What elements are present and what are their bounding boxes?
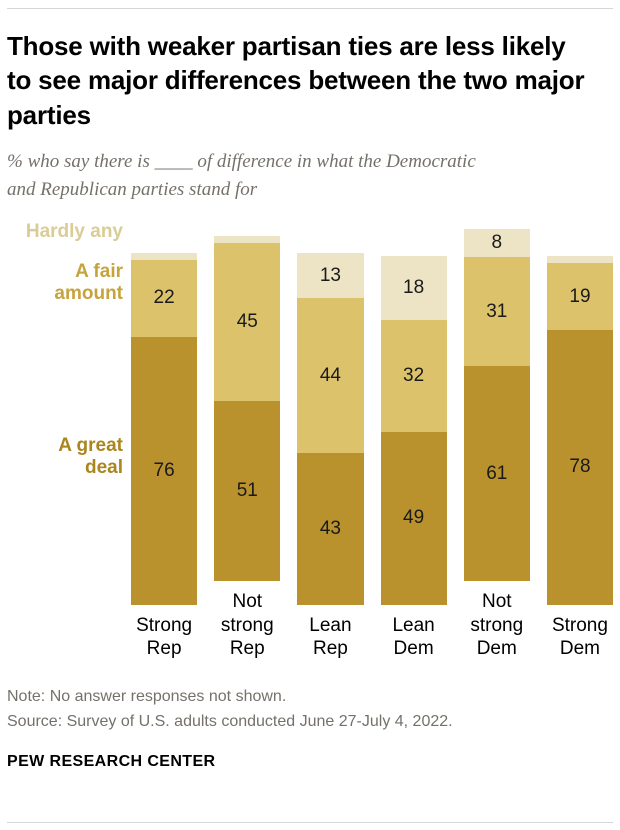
page-title: Those with weaker partisan ties are less… xyxy=(7,31,585,130)
legend-fair-amount: A fair amount xyxy=(54,260,123,305)
bar-segment: 22 xyxy=(131,259,198,338)
bar-segment: 45 xyxy=(214,243,281,402)
bar-stack: 19 78 xyxy=(546,253,614,605)
bar-segment: 31 xyxy=(463,257,530,367)
bar-segment: 49 xyxy=(380,432,447,605)
bar-column: 19 78 Strong Dem xyxy=(546,253,614,662)
bar-segment: 19 xyxy=(546,263,614,331)
bars: 22 76 Strong Rep 45 51 Not strong Rep 13 44 43 Le… xyxy=(131,228,614,662)
legend-great-deal: A great deal xyxy=(58,434,123,479)
chart-notes: Note: No answer responses not shown. Sou… xyxy=(7,685,613,735)
category-label: Strong Dem xyxy=(551,614,608,660)
bar-stack: 18 32 49 xyxy=(380,253,447,605)
chart-subtitle: % who say there is ____ of difference in… xyxy=(7,150,476,201)
bar-column: 18 32 49 Lean Dem xyxy=(380,253,447,662)
bar-column: 22 76 Strong Rep xyxy=(131,252,198,662)
bar-segment: 78 xyxy=(546,330,614,605)
bar-segment: 8 xyxy=(463,228,530,258)
bar-segment: 13 xyxy=(297,252,364,299)
stacked-bar-chart: Hardly any A fair amount A great deal 22… xyxy=(7,221,614,662)
bar-column: 8 31 61 Not strong Dem xyxy=(463,228,530,661)
bar-segment xyxy=(131,252,198,260)
bar-segment: 18 xyxy=(380,256,447,320)
source-line: Source: Survey of U.S. adults conducted … xyxy=(7,712,453,730)
top-divider xyxy=(7,8,613,9)
bar-segment: 32 xyxy=(380,319,447,433)
bar-segment: 61 xyxy=(463,366,530,581)
bar-segment: 51 xyxy=(214,401,281,581)
chart-legend: Hardly any A fair amount A great deal xyxy=(7,221,131,581)
category-label: Not strong Rep xyxy=(220,590,274,660)
category-label: Not strong Dem xyxy=(470,590,524,660)
bar-segment xyxy=(546,256,614,264)
legend-hardly-any: Hardly any xyxy=(25,220,123,242)
bottom-divider xyxy=(7,822,613,823)
bar-segment: 44 xyxy=(297,298,364,454)
bar-segment: 43 xyxy=(297,453,364,605)
bar-segment xyxy=(214,236,281,244)
bar-stack: 22 76 xyxy=(131,252,198,605)
bar-stack: 8 31 61 xyxy=(463,228,530,581)
bar-segment: 76 xyxy=(131,337,198,605)
bar-stack: 45 51 xyxy=(214,229,281,581)
category-label: Strong Rep xyxy=(136,614,193,660)
category-label: Lean Dem xyxy=(392,614,435,660)
category-label: Lean Rep xyxy=(309,614,352,660)
bar-stack: 13 44 43 xyxy=(297,252,364,605)
note-line: Note: No answer responses not shown. xyxy=(7,688,287,706)
brand-label: PEW RESEARCH CENTER xyxy=(7,752,216,770)
bar-column: 45 51 Not strong Rep xyxy=(214,229,281,661)
bar-column: 13 44 43 Lean Rep xyxy=(297,252,364,662)
